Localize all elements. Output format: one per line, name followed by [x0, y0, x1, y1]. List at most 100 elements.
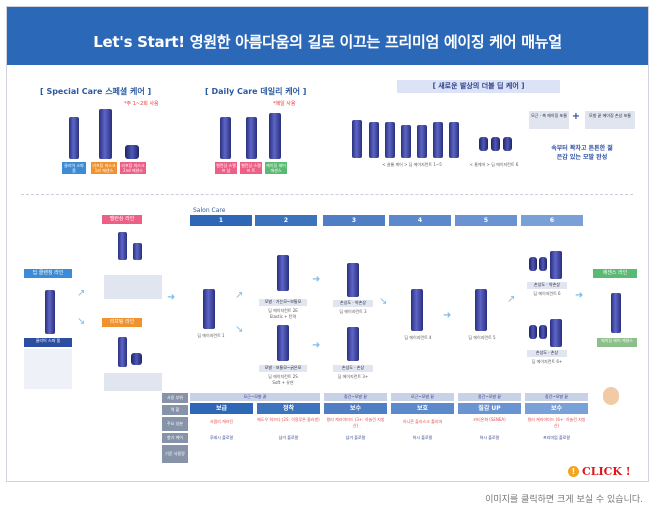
deep-clean-line-label: 딥 클렌징 라인	[24, 269, 72, 278]
daily-care-note: *매일 사용	[273, 101, 296, 107]
deep6-ampoule-a	[529, 257, 537, 271]
step-2: 2	[255, 215, 317, 226]
deep5-label: 딥 에이지런트 5	[468, 335, 496, 340]
deep-jar-label: < 홈케어 > 딥 에이지런트 6	[469, 162, 519, 167]
deep6-tube-step	[550, 251, 562, 279]
arrow-icon: ↗	[77, 288, 86, 299]
deep6-tube	[433, 122, 443, 158]
deep3-tube-step	[347, 263, 359, 297]
daily-tag-3: 에이징 헤어 에센스	[265, 162, 287, 174]
col-ingredient: 컬러 케라아미드 (6+: 히놀린 지방산)	[527, 417, 586, 428]
balancing-treatment	[133, 243, 142, 260]
deep2s-tube	[277, 325, 289, 361]
row-header: 향기 케어	[162, 433, 188, 443]
deep1-bottle	[203, 289, 215, 329]
balancing-line-label: 밸런싱 라인	[102, 215, 142, 224]
arrow-icon: ↘	[379, 296, 388, 307]
essence-bottle	[611, 293, 621, 333]
special-tag-3: 리프팅 마스크 2nd 에센스	[120, 162, 146, 174]
row-header: 역 할	[162, 405, 188, 415]
arrow-icon: ↗	[235, 290, 244, 301]
special-tag-1: 클리어 스파 폼	[62, 162, 86, 174]
arrow-icon: ➜	[312, 274, 321, 285]
deep-ampoule-3	[503, 137, 512, 151]
arrow-icon: ➜	[167, 292, 176, 303]
clear-spa-name: 클리어 스파 폼	[24, 338, 72, 347]
clear-spa-foam	[45, 290, 55, 334]
deep-bottle-label: < 살롱 케어 > 딥 에이지런트 1~5	[382, 162, 442, 167]
special-care-note: *주 1~2회 사용	[124, 101, 159, 107]
lifting-usage	[104, 373, 162, 391]
row-header: 주요 성분	[162, 417, 188, 431]
manual-image[interactable]: Let's Start! 영원한 아름다움의 길로 이끄는 프리미엄 에이징 케…	[6, 6, 649, 482]
deep2e-sub: Elastic + 탄력	[269, 314, 297, 319]
deep4-label: 딥 에이지런트 4	[404, 335, 432, 340]
deep4-bottle-step	[411, 289, 423, 331]
arrow-icon: ↘	[77, 316, 86, 327]
balancing-treatment-bottle	[246, 117, 257, 159]
col-ingredient: 서펌리 케라틴	[209, 419, 234, 424]
deep6p-ampoule-b	[539, 325, 547, 339]
deep-ampoule-2	[491, 137, 500, 151]
deep2e-tube	[277, 255, 289, 291]
col-scent: 프리미엄 플로랄	[542, 435, 571, 440]
deep6p-label: 딥 에이지런트 6+	[531, 359, 563, 364]
essence-name: 에이징 헤어 에센스	[597, 338, 637, 347]
deep-plus: +	[571, 111, 581, 122]
special-care-title: [ Special Care 스페셜 케어 ]	[40, 87, 152, 96]
lifting-2nd-jar	[125, 145, 139, 159]
balancing-shampoo-bottle	[220, 117, 231, 159]
deep6p-box: 손상도 · 손상	[527, 350, 567, 357]
daily-care-title: [ Daily Care 데일리 케어 ]	[205, 87, 307, 96]
deep1-spray	[352, 120, 362, 158]
deep-care-title: [ 새로운 발상의 더블 딥 케어 ]	[397, 80, 560, 93]
deep3p-tube	[347, 327, 359, 361]
col-scent: 후레시 플로랄	[209, 435, 234, 440]
col-part: 중간~모발 끝	[324, 393, 387, 401]
deep6-label: 딥 에이지런트 6	[533, 291, 561, 296]
row-header: 사용 부위	[162, 393, 188, 403]
deep6p-ampoule-a	[529, 325, 537, 339]
essence-line-label: 에센스 라인	[593, 269, 637, 278]
arrow-icon: ➜	[575, 290, 584, 301]
col-role: 보호	[391, 403, 454, 414]
click-prompt[interactable]: CLICK !	[582, 465, 631, 478]
col-scent: 샴거 플로랄	[345, 435, 366, 440]
col-role: 보급	[190, 403, 253, 414]
title-banner: Let's Start! 영원한 아름다움의 길로 이끄는 프리미엄 에이징 케…	[7, 7, 648, 65]
deep-box-root: 모근 · 축 에이징 포뮬	[529, 111, 569, 129]
deep6p-tube	[449, 122, 459, 158]
deep-ampoule-1	[479, 137, 488, 151]
deep5-bottle-step	[475, 289, 487, 331]
lifting-1st	[118, 337, 127, 367]
row-header: 기준 사용량	[162, 445, 188, 463]
balancing-shampoo	[118, 232, 127, 260]
section-divider	[21, 194, 633, 195]
daily-tag-1: 벨런싱 스캘프 샴	[215, 162, 237, 174]
balancing-usage	[104, 275, 162, 299]
arrow-icon: ↘	[235, 324, 244, 335]
deep3-tube	[385, 122, 395, 158]
col-ingredient: 아니존 플라스크 폴리머	[402, 419, 443, 424]
deep-result: 속부터 꽉차고 튼튼한 젊은감 있는 모발 완성	[551, 145, 613, 161]
deep6-ampoule-b	[539, 257, 547, 271]
col-role: 보수	[525, 403, 588, 414]
col-ingredient: 카티온화 (SENEA)	[473, 417, 506, 422]
col-role: 질감 UP	[458, 403, 521, 414]
deep2e-box: 모발 · 가는모~보통모	[259, 299, 307, 306]
deep-box-tip: 모발 끝 에이징 손상 포뮬	[585, 111, 635, 129]
deep1-label: 딥 에이지런트 1	[197, 333, 225, 338]
lifting-line-label: 리프팅 라인	[102, 318, 142, 327]
step-4: 4	[389, 215, 451, 226]
lifting-2nd	[131, 353, 142, 365]
clear-spa-bottle	[69, 117, 79, 159]
deep5-bottle	[417, 125, 427, 158]
col-part: 모근~모발 끝	[190, 393, 320, 401]
deep3p-label: 딥 에이지런트 3+	[337, 374, 369, 379]
alert-icon: !	[568, 466, 579, 477]
clear-spa-desc	[24, 349, 72, 389]
col-part: 중간~모발 끝	[458, 393, 521, 401]
deep2s-box: 모발 · 보통모~굵은모	[259, 365, 307, 372]
deep2-tube	[369, 122, 379, 158]
deep4-bottle	[401, 125, 411, 158]
